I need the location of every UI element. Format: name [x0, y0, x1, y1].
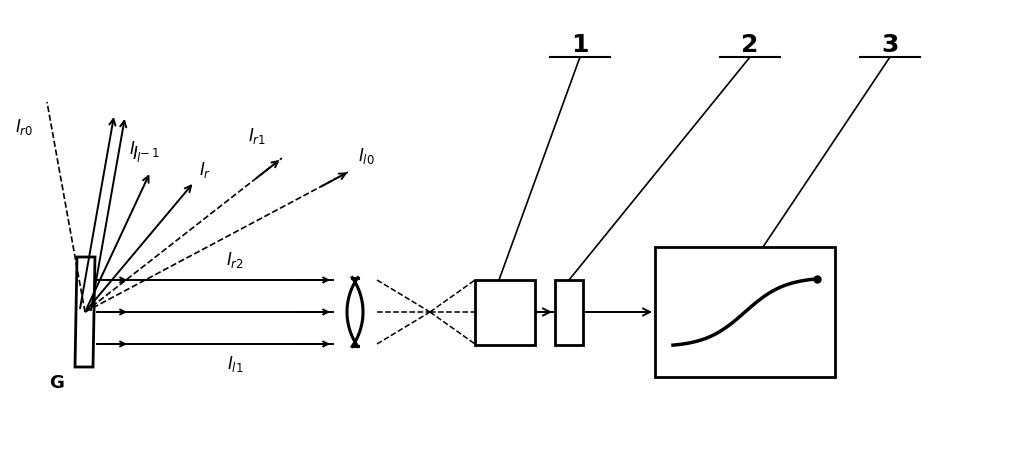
Text: $I_{l1}$: $I_{l1}$	[227, 354, 243, 374]
Text: $I_{r2}$: $I_{r2}$	[226, 250, 244, 270]
Text: $I_l$: $I_l$	[132, 143, 143, 163]
Text: $I_r$: $I_r$	[200, 160, 211, 180]
Text: $I_{r0}$: $I_{r0}$	[14, 117, 33, 137]
Text: 2: 2	[741, 33, 759, 57]
Text: $I_{l-1}$: $I_{l-1}$	[129, 139, 159, 159]
Text: 3: 3	[882, 33, 898, 57]
Bar	[555, 280, 583, 345]
Bar	[475, 280, 535, 345]
Bar	[655, 247, 835, 377]
Text: $I_{l0}$: $I_{l0}$	[358, 146, 375, 166]
Text: G: G	[50, 374, 64, 392]
Text: 1: 1	[571, 33, 589, 57]
Text: $I_{r1}$: $I_{r1}$	[248, 126, 266, 146]
